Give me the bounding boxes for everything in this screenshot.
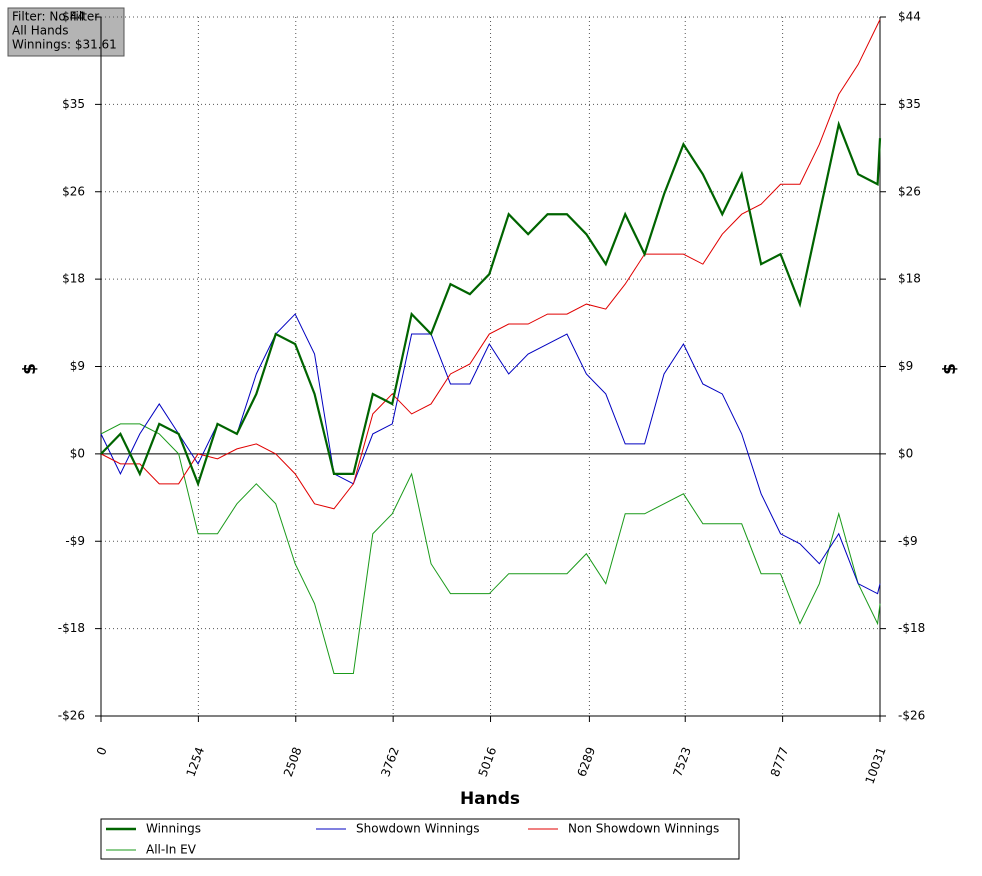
y-tick-label: -$9 — [65, 534, 85, 548]
x-tick-label: 0 — [94, 745, 110, 757]
y2-tick-label: $35 — [898, 97, 921, 111]
series-line — [100, 120, 882, 488]
y2-tick-label: $26 — [898, 184, 921, 198]
y-tick-label: $26 — [62, 184, 85, 198]
x-tick-label: 10031 — [863, 745, 889, 786]
y-tick-label: -$26 — [58, 709, 85, 723]
x-tick-label: 7523 — [670, 745, 694, 778]
series-line — [100, 423, 881, 675]
legend-label: Non Showdown Winnings — [568, 822, 719, 836]
y-tick-label: $9 — [70, 359, 85, 373]
info-hands: All Hands — [12, 24, 69, 38]
x-tick-label: 2508 — [281, 745, 305, 778]
x-tick-label: 5016 — [476, 745, 500, 778]
info-box — [7, 7, 125, 57]
y-axis-label: $ — [20, 363, 40, 375]
y2-tick-label: -$9 — [898, 534, 918, 548]
y-tick-label: -$18 — [58, 621, 85, 635]
y2-tick-label: -$26 — [898, 709, 925, 723]
y2-tick-label: $9 — [898, 359, 913, 373]
legend-label: Winnings — [146, 822, 201, 836]
legend-label: All-In EV — [146, 843, 197, 857]
info-winnings: Winnings: $31.61 — [12, 38, 117, 52]
x-tick-label: 3762 — [378, 745, 402, 778]
y2-tick-label: $44 — [898, 10, 921, 24]
y2-tick-label: $0 — [898, 446, 913, 460]
legend-box — [100, 818, 740, 860]
x-tick-label: 6289 — [575, 745, 599, 778]
y-tick-label: $35 — [62, 97, 85, 111]
y-tick-label: $18 — [62, 272, 85, 286]
legend-label: Showdown Winnings — [356, 822, 480, 836]
y2-tick-label: -$18 — [898, 621, 925, 635]
x-tick-label: 8777 — [768, 745, 792, 778]
x-tick-label: 1254 — [184, 745, 208, 778]
y2-axis-label: $ — [940, 363, 960, 375]
y-tick-label: $44 — [62, 10, 85, 24]
x-axis-label: Hands — [460, 789, 520, 809]
y-tick-label: $0 — [70, 446, 85, 460]
y2-tick-label: $18 — [898, 272, 921, 286]
series-line — [100, 19, 881, 510]
info-filter: Filter: No Filter — [12, 10, 99, 24]
